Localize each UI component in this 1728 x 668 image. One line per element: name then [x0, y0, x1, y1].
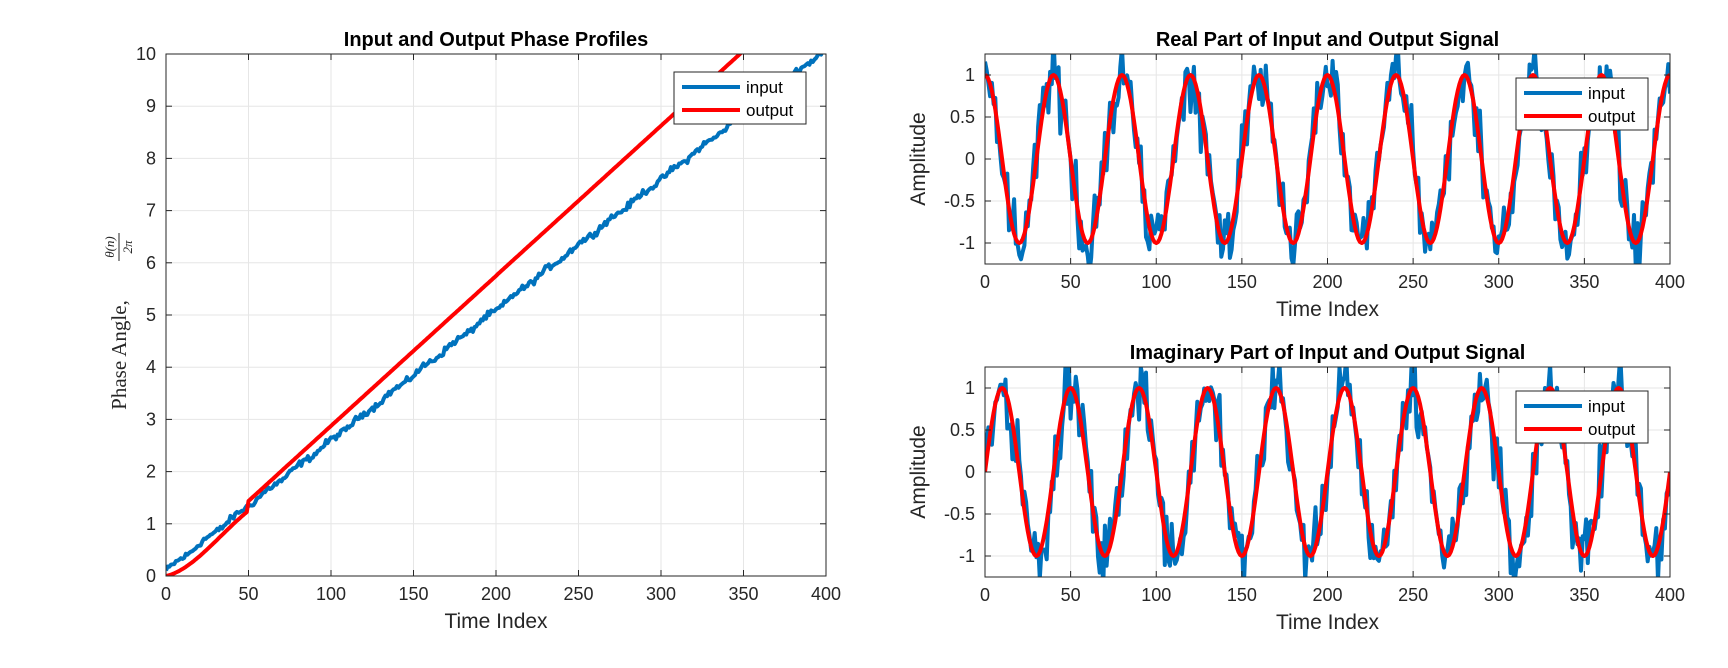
chart-title: Imaginary Part of Input and Output Signa…: [1130, 342, 1526, 364]
y-tick-label: 3: [146, 409, 156, 429]
chart-title: Input and Output Phase Profiles: [344, 29, 648, 51]
legend-box: [1515, 390, 1649, 444]
y-axis-label: Amplitude: [907, 112, 930, 205]
x-tick-label: 0: [980, 272, 990, 292]
x-axis-label: Time Index: [1276, 611, 1380, 634]
legend-label-output: output: [1588, 420, 1636, 439]
y-tick-label: 9: [146, 96, 156, 116]
x-tick-label: 250: [1398, 585, 1428, 605]
legend-label-input: input: [1588, 397, 1625, 416]
y-tick-label: 5: [146, 305, 156, 325]
x-tick-label: 100: [1141, 585, 1171, 605]
x-tick-label: 150: [398, 584, 428, 604]
y-tick-label: 8: [146, 148, 156, 168]
y-tick-label: 10: [136, 44, 156, 64]
legend-label-output: output: [1588, 107, 1636, 126]
y-tick-label: 1: [965, 378, 975, 398]
y-tick-label: 0: [965, 462, 975, 482]
x-tick-label: 400: [811, 584, 841, 604]
x-tick-label: 350: [1569, 272, 1599, 292]
x-tick-label: 0: [980, 585, 990, 605]
chart-real: 0 50 100 150 200 250 300 350 400 -1 -0.5 0 0.5 1 Real …: [907, 29, 1685, 321]
x-tick-label: 300: [646, 584, 676, 604]
x-tick-label: 200: [1312, 272, 1342, 292]
x-tick-label: 400: [1655, 585, 1685, 605]
chart-imag: 0 50 100 150 200 250 300 350 400 -1 -0.5 0 0.5 1 Imagi…: [907, 342, 1685, 634]
x-tick-label: 350: [1569, 585, 1599, 605]
legend-box: [1515, 77, 1649, 131]
x-tick-label: 250: [563, 584, 593, 604]
series-line-input: [166, 54, 824, 572]
x-tick-label: 50: [1061, 272, 1081, 292]
x-tick-label: 200: [481, 584, 511, 604]
x-tick-label: 150: [1227, 272, 1257, 292]
x-axis-label: Time Index: [444, 610, 548, 633]
legend-label-input: input: [1588, 84, 1625, 103]
y-axis-label-numerator: θ(n): [102, 236, 117, 258]
y-axis-label-denominator: 2π: [120, 240, 135, 254]
legend: input output: [1515, 77, 1649, 131]
y-axis-label-text: Phase Angle,: [107, 300, 131, 410]
y-tick-label: -1: [959, 546, 975, 566]
chart-title: Real Part of Input and Output Signal: [1156, 29, 1499, 51]
x-tick-label: 200: [1312, 585, 1342, 605]
x-tick-label: 400: [1655, 272, 1685, 292]
legend-box: [673, 71, 807, 125]
y-tick-label: 4: [146, 357, 156, 377]
y-tick-label: 1: [965, 65, 975, 85]
y-tick-label: 0.5: [950, 107, 975, 127]
chart-phase: 0 50 100 150 200 250 300 350 400 0 1 2 3 4 5 6 7 8 9 10 Inpu…: [102, 29, 841, 633]
legend-label-input: input: [746, 78, 783, 97]
y-tick-label: -1: [959, 233, 975, 253]
x-tick-label: 300: [1484, 585, 1514, 605]
x-tick-label: 50: [1061, 585, 1081, 605]
y-axis-label: Amplitude: [907, 425, 930, 518]
y-axis-label: Phase Angle, θ(n) 2π: [102, 233, 135, 410]
x-tick-label: 100: [1141, 272, 1171, 292]
x-tick-label: 0: [161, 584, 171, 604]
x-tick-label: 150: [1227, 585, 1257, 605]
y-tick-label: 1: [146, 514, 156, 534]
y-tick-label: 2: [146, 462, 156, 482]
y-tick-label: -0.5: [944, 504, 975, 524]
x-tick-label: 250: [1398, 272, 1428, 292]
legend: input output: [1515, 390, 1649, 444]
series-line-output: [985, 73, 1670, 245]
y-tick-label: 6: [146, 253, 156, 273]
y-tick-label: 7: [146, 201, 156, 221]
x-axis-label: Time Index: [1276, 298, 1380, 321]
series-group: [985, 54, 1670, 264]
y-tick-label: 0: [965, 149, 975, 169]
legend-label-output: output: [746, 101, 794, 120]
x-tick-label: 350: [728, 584, 758, 604]
y-tick-label: -0.5: [944, 191, 975, 211]
x-tick-label: 50: [238, 584, 258, 604]
y-tick-label: 0.5: [950, 420, 975, 440]
legend: input output: [673, 71, 807, 125]
x-tick-label: 100: [316, 584, 346, 604]
x-tick-label: 300: [1484, 272, 1514, 292]
y-tick-label: 0: [146, 566, 156, 586]
